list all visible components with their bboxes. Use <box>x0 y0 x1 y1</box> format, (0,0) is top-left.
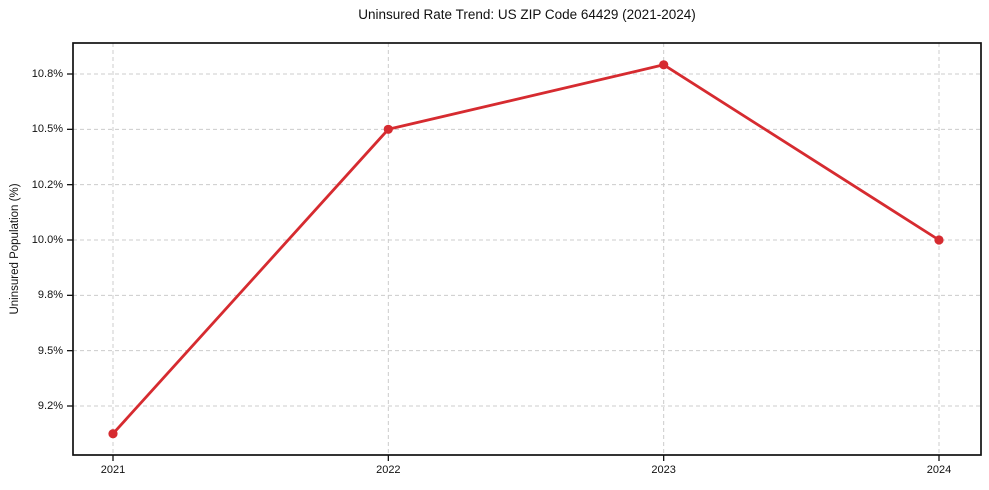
chart-title: Uninsured Rate Trend: US ZIP Code 64429 … <box>358 7 696 22</box>
y-tick-label: 9.5% <box>37 344 63 357</box>
data-point-2024 <box>934 235 944 245</box>
x-tick-label: 2021 <box>100 464 126 476</box>
plot-border <box>72 42 982 456</box>
y-tick-label: 9.2% <box>37 400 63 412</box>
y-tick-label: 10.2% <box>31 178 63 191</box>
x-tick-label: 2023 <box>651 464 676 476</box>
y-tick-label: 10.5% <box>31 123 63 136</box>
y-tick-label: 10.0% <box>31 234 63 246</box>
trend-line <box>111 63 941 436</box>
y-tick-label: 10.8% <box>31 68 63 80</box>
y-tick-label: 9.8% <box>37 289 63 302</box>
x-tick-label: 2022 <box>376 464 401 476</box>
x-tick-label: 2024 <box>926 464 952 476</box>
data-point-2021 <box>108 429 118 439</box>
data-point-2023 <box>659 60 669 70</box>
data-point-2022 <box>383 124 393 134</box>
